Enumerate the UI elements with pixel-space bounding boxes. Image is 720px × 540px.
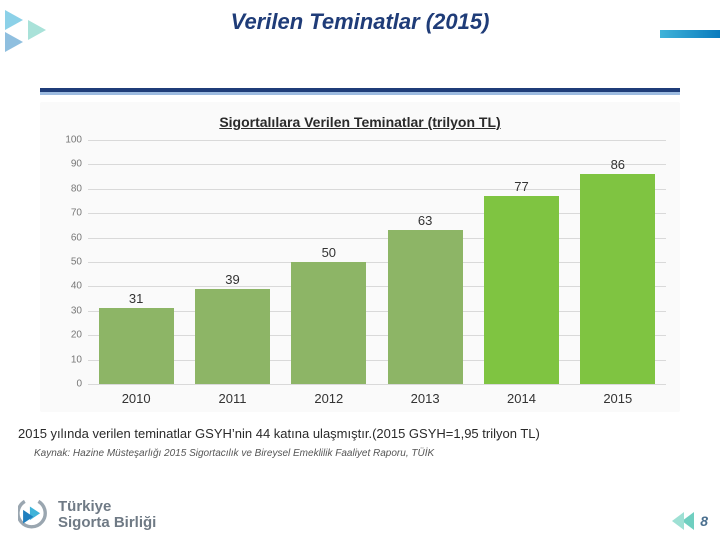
chart-x-label: 2012 — [314, 391, 343, 406]
chart-bars: 312010 392011 502012 632013 772014 862015 — [88, 140, 666, 384]
chart-x-label: 2014 — [507, 391, 536, 406]
bar-chart: Sigortalılara Verilen Teminatlar (trilyo… — [40, 102, 680, 412]
chart-bar: 312010 — [99, 140, 174, 384]
chart-bar: 392011 — [195, 140, 270, 384]
logo-mark-icon — [18, 498, 52, 532]
page-header: Verilen Teminatlar (2015) — [0, 0, 720, 44]
chart-title: Sigortalılara Verilen Teminatlar (trilyo… — [40, 102, 680, 130]
chart-bar-rect — [99, 308, 174, 384]
chart-bar: 862015 — [580, 140, 655, 384]
chart-bar: 632013 — [388, 140, 463, 384]
logo-line2: Sigorta Birliği — [58, 515, 156, 531]
header-divider — [40, 88, 680, 92]
logo-line1: Türkiye — [58, 499, 156, 515]
chart-bar-rect — [291, 262, 366, 384]
chart-y-label: 60 — [58, 232, 82, 243]
chart-bar-value: 86 — [611, 157, 625, 172]
chart-bar-value: 31 — [129, 291, 143, 306]
page-number: 8 — [670, 512, 708, 530]
chart-y-label: 50 — [58, 257, 82, 268]
logo-text: Türkiye Sigorta Birliği — [58, 499, 156, 531]
chart-y-label: 10 — [58, 354, 82, 365]
chart-bar: 772014 — [484, 140, 559, 384]
chart-bar: 502012 — [291, 140, 366, 384]
chart-bar-value: 50 — [322, 245, 336, 260]
chart-bar-rect — [388, 230, 463, 384]
chart-plot: 0102030405060708090100 31201039201150201… — [88, 140, 666, 384]
chart-bar-value: 77 — [514, 179, 528, 194]
chart-bar-value: 39 — [225, 272, 239, 287]
chart-gridline — [88, 384, 666, 385]
chart-y-label: 0 — [58, 379, 82, 390]
chart-y-label: 100 — [58, 135, 82, 146]
chart-source: Kaynak: Hazine Müsteşarlığı 2015 Sigorta… — [34, 448, 434, 459]
page-title: Verilen Teminatlar (2015) — [231, 9, 490, 35]
chart-x-label: 2013 — [411, 391, 440, 406]
page-number-text: 8 — [700, 513, 708, 529]
chart-x-label: 2011 — [219, 391, 247, 406]
org-logo: Türkiye Sigorta Birliği — [18, 498, 156, 532]
chart-y-label: 90 — [58, 159, 82, 170]
chart-bar-rect — [484, 196, 559, 384]
chart-y-label: 80 — [58, 183, 82, 194]
chart-y-label: 40 — [58, 281, 82, 292]
page-footer: Türkiye Sigorta Birliği 8 — [0, 480, 720, 540]
page-arrow-icon — [670, 512, 694, 530]
chart-bar-value: 63 — [418, 213, 432, 228]
chart-note: 2015 yılında verilen teminatlar GSYH’nin… — [18, 426, 702, 441]
chart-bar-rect — [580, 174, 655, 384]
chart-x-label: 2015 — [603, 391, 632, 406]
chart-y-label: 30 — [58, 305, 82, 316]
chart-y-label: 70 — [58, 208, 82, 219]
chart-bar-rect — [195, 289, 270, 384]
chart-x-label: 2010 — [122, 391, 151, 406]
chart-y-label: 20 — [58, 330, 82, 341]
